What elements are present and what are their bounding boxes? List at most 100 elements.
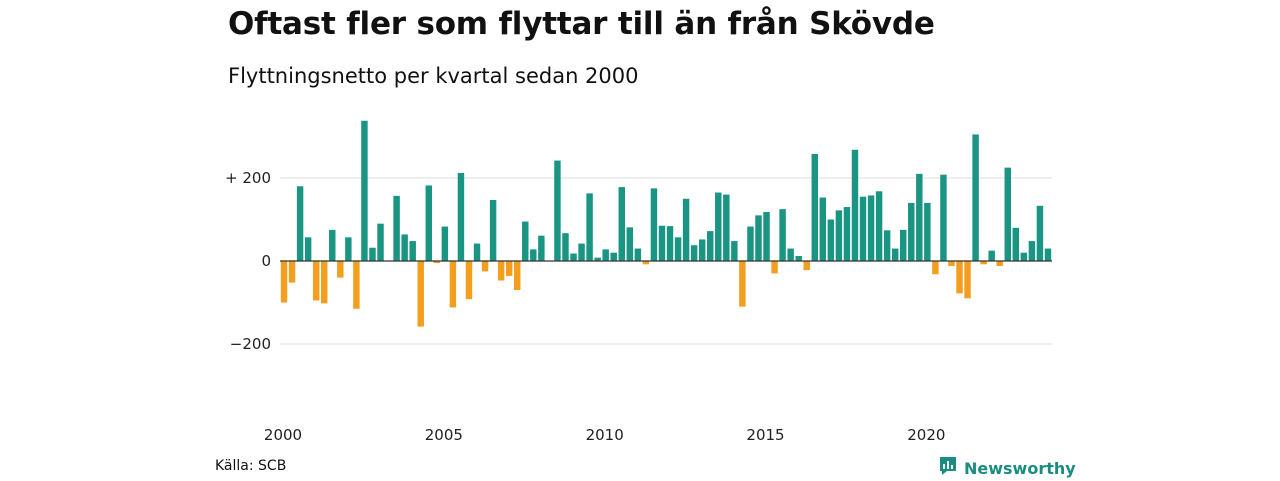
bar [956, 261, 963, 294]
bar [819, 197, 827, 261]
bar [779, 209, 786, 262]
y-tick-labels: + 200 0 −200 [225, 169, 271, 353]
bar [811, 153, 818, 261]
bar [771, 261, 778, 274]
bar [489, 200, 497, 261]
bar [924, 202, 931, 261]
bar [674, 237, 682, 261]
bar [321, 261, 328, 304]
bar [723, 194, 730, 261]
bar [851, 149, 859, 261]
bar [634, 248, 642, 261]
bar [409, 241, 416, 261]
bar [337, 261, 344, 278]
bar [916, 173, 923, 261]
chart-title: Oftast fler som flyttar till än från Skö… [228, 6, 935, 42]
bar [707, 231, 714, 261]
bar [715, 192, 722, 261]
bar [530, 249, 537, 261]
bar [594, 257, 601, 261]
bar [369, 247, 376, 261]
bar [522, 221, 529, 261]
bar [1012, 227, 1020, 261]
source-note: Källa: SCB [215, 458, 287, 474]
bar [1044, 248, 1052, 261]
bar [755, 215, 762, 261]
y-tick-label: −200 [230, 335, 271, 353]
x-tick-label: 2010 [586, 426, 624, 444]
bar [739, 261, 746, 307]
brand-logo[interactable]: Newsworthy [938, 455, 1076, 481]
bar [747, 226, 754, 262]
bar [312, 261, 320, 301]
bar [433, 261, 441, 264]
bar [1004, 167, 1011, 262]
bar [417, 261, 424, 327]
bar [441, 226, 449, 262]
bars [280, 120, 1052, 327]
bar [690, 245, 698, 261]
bar [827, 219, 835, 261]
bar [787, 248, 794, 261]
bar [843, 207, 851, 261]
bar [1028, 241, 1036, 261]
bar [996, 261, 1003, 266]
bar [666, 226, 674, 261]
y-tick-label: + 200 [225, 169, 271, 187]
bar [658, 225, 666, 261]
bar [401, 234, 408, 261]
bar [948, 261, 955, 266]
bar [505, 261, 513, 276]
bar [288, 261, 296, 283]
bar [514, 261, 521, 291]
x-tick-label: 2005 [425, 426, 463, 444]
bar [980, 261, 987, 265]
bar [875, 191, 883, 261]
bar [465, 261, 473, 300]
newsworthy-logo-icon [938, 455, 958, 481]
bar [835, 210, 843, 261]
bar [731, 241, 738, 261]
bar [473, 243, 481, 261]
bar [763, 212, 770, 261]
x-tick-label: 2015 [746, 426, 784, 444]
bar [867, 195, 875, 261]
bar [1020, 252, 1028, 261]
bar [481, 261, 489, 272]
bar [562, 233, 569, 261]
bar [618, 187, 625, 261]
bar [940, 174, 947, 261]
bar [345, 237, 352, 261]
bar [988, 250, 995, 262]
bar [570, 253, 577, 261]
y-tick-label: 0 [261, 252, 271, 270]
gridlines [280, 177, 1052, 345]
bar [1036, 205, 1044, 262]
bar [626, 227, 634, 261]
bar [425, 185, 432, 261]
bar [642, 261, 650, 265]
bar [449, 261, 457, 308]
x-tick-label: 2020 [907, 426, 945, 444]
bar [296, 186, 304, 261]
bar [538, 235, 545, 261]
bar [964, 261, 971, 299]
x-tick-label: 2000 [264, 426, 302, 444]
bar [932, 261, 939, 275]
bar [908, 202, 915, 261]
bar [610, 252, 617, 261]
bar [795, 256, 802, 261]
bar [361, 120, 368, 261]
brand-label: Newsworthy [964, 458, 1076, 478]
bar [698, 239, 706, 261]
bar [554, 160, 561, 261]
bar [280, 261, 288, 303]
chart-subtitle: Flyttningsnetto per kvartal sedan 2000 [228, 64, 639, 88]
bar [682, 198, 690, 261]
bar [304, 237, 312, 261]
bar [602, 249, 609, 261]
bar [972, 134, 979, 261]
bar [329, 229, 336, 262]
bar [891, 248, 899, 261]
